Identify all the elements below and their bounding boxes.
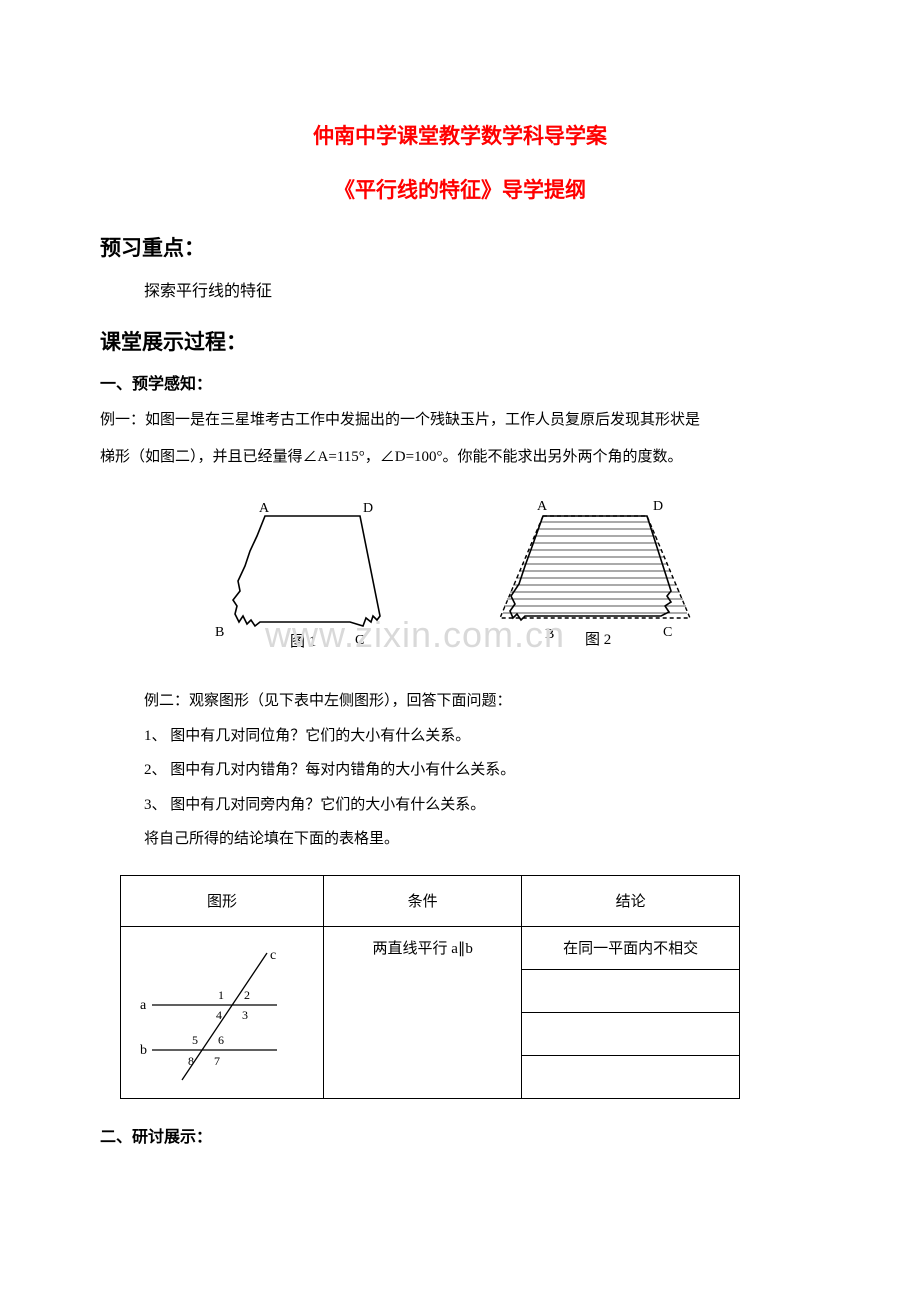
preview-text: 探索平行线的特征: [144, 276, 820, 308]
fill-instruction: 将自己所得的结论填在下面的表格里。: [144, 822, 820, 857]
svg-text:5: 5: [192, 1033, 198, 1047]
fig2-label-c: C: [663, 625, 672, 640]
fig1-label-c: C: [355, 633, 364, 648]
fig1-label-d: D: [363, 501, 373, 516]
process-heading: 课堂展示过程：: [100, 326, 820, 356]
fig2-label-d: D: [653, 499, 663, 514]
figure-1: A D B C 图 1: [205, 496, 415, 656]
svg-text:7: 7: [214, 1054, 220, 1068]
fig2-label-a: A: [537, 499, 548, 514]
svg-text:b: b: [140, 1043, 147, 1058]
q3: 3、 图中有几对同旁内角？它们的大小有什么关系。: [144, 788, 820, 823]
cell-result-2: [522, 969, 740, 1012]
figures-row: A D B C 图 1: [100, 496, 820, 666]
svg-text:2: 2: [244, 988, 250, 1002]
sec2-heading: 二、研讨展示：: [100, 1123, 820, 1147]
parallel-diagram: a b c 1 2 3 4 5 6 7 8: [122, 935, 322, 1090]
th-figure: 图形: [121, 875, 324, 926]
svg-text:8: 8: [188, 1054, 194, 1068]
page-title-sub: 《平行线的特征》导学提纲: [100, 174, 820, 204]
q1: 1、 图中有几对同位角？它们的大小有什么关系。: [144, 719, 820, 754]
ex2-intro: 例二：观察图形（见下表中左侧图形），回答下面问题：: [144, 684, 820, 719]
svg-text:4: 4: [216, 1008, 222, 1022]
svg-text:a: a: [140, 998, 147, 1013]
th-result: 结论: [522, 875, 740, 926]
ex1-line1: 例一：如图一是在三星堆考古工作中发掘出的一个残缺玉片，工作人员复原后发现其形状是: [100, 404, 820, 437]
fig2-caption: 图 2: [585, 631, 611, 648]
svg-text:6: 6: [218, 1033, 224, 1047]
q2: 2、 图中有几对内错角？每对内错角的大小有什么关系。: [144, 753, 820, 788]
svg-text:1: 1: [218, 988, 224, 1002]
svg-text:3: 3: [242, 1008, 248, 1022]
sec1-heading: 一、预学感知：: [100, 370, 820, 394]
fig2-label-b: B: [545, 627, 554, 642]
cell-result-1: 在同一平面内不相交: [522, 926, 740, 969]
preview-heading: 预习重点：: [100, 232, 820, 262]
results-table: 图形 条件 结论 a b c 1 2: [120, 875, 740, 1099]
cell-figure: a b c 1 2 3 4 5 6 7 8: [121, 926, 324, 1098]
cell-result-3: [522, 1012, 740, 1055]
svg-text:c: c: [270, 948, 276, 963]
cell-result-4: [522, 1055, 740, 1098]
cell-condition: 两直线平行 a∥b: [324, 926, 522, 1098]
fig1-caption: 图 1: [290, 633, 316, 650]
fig1-label-b: B: [215, 625, 224, 640]
fig1-label-a: A: [259, 501, 270, 516]
ex1-line2: 梯形（如图二），并且已经量得∠A=115°，∠D=100°。你能不能求出另外两个…: [100, 441, 820, 474]
page-title-main: 仲南中学课堂教学数学科导学案: [100, 120, 820, 150]
th-condition: 条件: [324, 875, 522, 926]
figure-2: A D B C 图 2: [485, 496, 715, 656]
